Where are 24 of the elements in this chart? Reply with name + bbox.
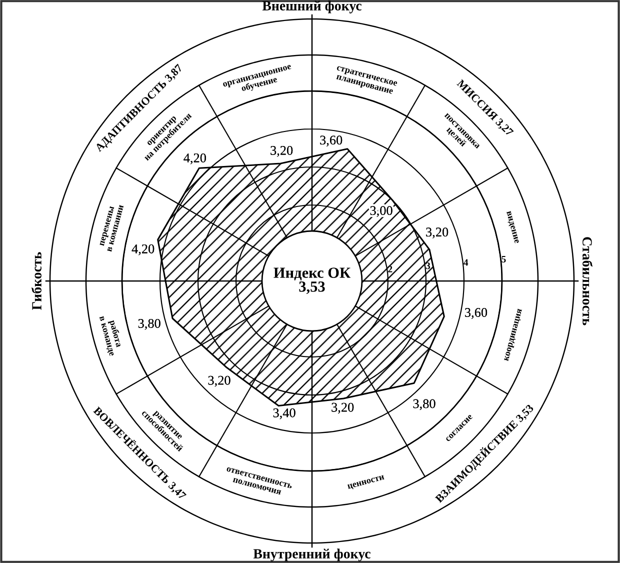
text: Стабильность: [582, 237, 593, 326]
data-label: 3,40: [273, 408, 296, 420]
data-label: 3,20: [208, 376, 230, 387]
y-tick-label: 3: [426, 262, 430, 270]
data-label: 3,80: [138, 318, 160, 330]
data-label: 3,80: [413, 399, 436, 410]
spoke-label: работа в команде: [98, 316, 123, 357]
data-label: 3,60: [320, 136, 342, 146]
data-label: 4,20: [132, 244, 154, 256]
y-tick-label: 2: [388, 266, 392, 272]
data-label: 3,20: [270, 146, 293, 157]
text: Гибкость: [31, 252, 42, 310]
y-tick-label: 4: [464, 259, 468, 266]
spoke-label: видение: [505, 210, 520, 244]
text: Внешний фокус: [262, 0, 362, 14]
text: Индекс ОК 3,53: [274, 268, 350, 294]
data-label: 4,20: [184, 153, 206, 164]
y-tick-label: 5: [502, 256, 506, 262]
text: Внутренний фокус: [253, 548, 370, 562]
spoke-label: перемены в компании: [100, 204, 124, 252]
data-label: 3,60: [465, 308, 488, 319]
data-label: 3,20: [426, 228, 448, 238]
spoke-label: ценности: [347, 475, 385, 490]
data-label: 3,20: [332, 402, 354, 414]
